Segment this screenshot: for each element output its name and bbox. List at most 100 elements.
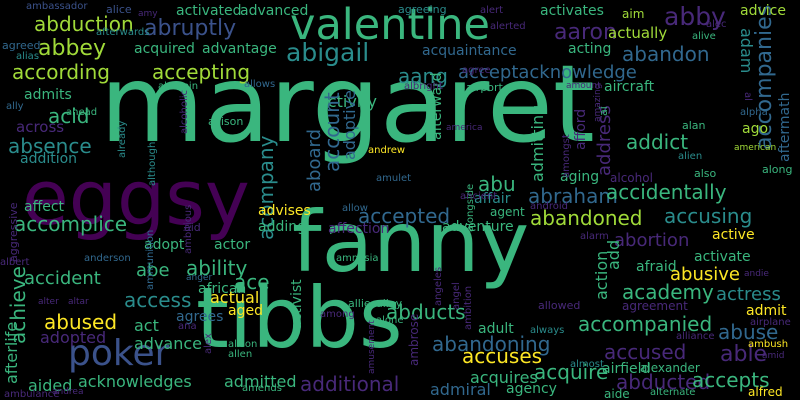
- word-afterlife: afterlife: [2, 321, 21, 384]
- word-abandon: abandon: [622, 42, 710, 66]
- word-amends: amends: [242, 383, 282, 394]
- word-amnesia: amnesia: [336, 253, 379, 264]
- word-aang: aang: [398, 64, 448, 88]
- word-aftermath: aftermath: [777, 92, 793, 162]
- word-accusing: accusing: [664, 204, 753, 228]
- word-alerted: alerted: [490, 21, 526, 32]
- word-addict: addict: [626, 130, 689, 154]
- word-acting: acting: [568, 41, 612, 57]
- word-actor: actor: [214, 237, 251, 253]
- word-adam: adam: [737, 28, 756, 74]
- word-along: along: [762, 163, 793, 176]
- word-admiral: admiral: [430, 380, 491, 399]
- word-alarm: alarm: [580, 231, 609, 242]
- word-aging: aging: [560, 169, 600, 185]
- word-afford: afford: [573, 108, 589, 150]
- word-alfred: alfred: [748, 385, 783, 399]
- word-acid: acid: [48, 104, 90, 128]
- word-activates: activates: [540, 3, 604, 19]
- word-abraham: abraham: [528, 184, 618, 208]
- word-actually: actually: [608, 24, 668, 42]
- word-valentine: valentine: [290, 0, 490, 50]
- word-abused: abused: [44, 310, 118, 334]
- word-advises: advises: [258, 203, 311, 219]
- word-alex: alex: [203, 333, 214, 354]
- word-america: america: [446, 123, 483, 133]
- word-andrew: andrew: [368, 145, 406, 156]
- word-already: already: [117, 120, 128, 158]
- word-affection: affection: [328, 221, 390, 237]
- word-alice: alice: [106, 3, 132, 16]
- word-ambassador: ambassador: [26, 1, 88, 12]
- word-advance: advance: [134, 334, 203, 353]
- word-adopted: adopted: [40, 328, 107, 347]
- word-abortion: abortion: [614, 230, 690, 251]
- word-account: account: [320, 92, 344, 172]
- word-additional: additional: [300, 372, 400, 396]
- word-abducts: abducts: [386, 300, 466, 324]
- word-add: add: [604, 239, 623, 270]
- word-acceptacknowledge: acceptacknowledge: [458, 62, 637, 83]
- word-actual: actual: [210, 288, 260, 307]
- word-allows: allows: [244, 79, 276, 90]
- word-amount: amount: [566, 81, 601, 91]
- word-amusement: amusement: [367, 320, 377, 374]
- word-act: act: [134, 316, 159, 335]
- word-affair: affair: [474, 191, 511, 207]
- word-abbey: abbey: [38, 36, 106, 61]
- word-albert: albert: [0, 257, 30, 268]
- word-acquire: acquire: [534, 360, 609, 384]
- word-ability: ability: [186, 256, 248, 280]
- word-margaret: margaret: [100, 43, 595, 167]
- word-almost: almost: [570, 359, 604, 370]
- word-aim: aim: [622, 7, 645, 21]
- word-allison: allison: [208, 115, 244, 128]
- word-allen: allen: [228, 349, 253, 360]
- word-across: across: [16, 118, 65, 136]
- word-admit: admit: [746, 303, 787, 319]
- word-acquaintance: acquaintance: [422, 43, 517, 59]
- word-agreeing: agreeing: [398, 3, 447, 16]
- word-poker: poker: [68, 333, 170, 374]
- word-adoptive: adoptive: [340, 90, 359, 160]
- word-allow: allow: [342, 203, 368, 214]
- word-abusive: abusive: [670, 264, 740, 285]
- word-african: african: [198, 281, 247, 297]
- word-advantage: advantage: [202, 41, 277, 57]
- word-accepted: accepted: [358, 204, 451, 228]
- word-acquired: acquired: [134, 41, 195, 57]
- word-abandoned: abandoned: [530, 206, 643, 230]
- word-alliance: alliance: [676, 331, 715, 342]
- word-amongst: amongst: [561, 134, 572, 178]
- word-alec: alec: [706, 19, 727, 30]
- word-agency: agency: [506, 381, 557, 397]
- word-adding: adding: [258, 219, 307, 235]
- word-accidentally: accidentally: [606, 180, 727, 204]
- word-activist: activist: [289, 279, 305, 330]
- word-abu: abu: [478, 172, 516, 196]
- word-anderson: anderson: [84, 253, 131, 264]
- word-abandoning: abandoning: [432, 332, 551, 356]
- word-amy: amy: [138, 9, 158, 19]
- word-agrees: agrees: [176, 309, 224, 325]
- word-alias: alias: [16, 51, 40, 62]
- word-al: al: [742, 92, 753, 101]
- word-alison: alison: [228, 339, 258, 350]
- word-ammunition: ammunition: [145, 229, 156, 290]
- word-ambush: ambush: [748, 339, 789, 350]
- word-allowed: allowed: [538, 299, 581, 312]
- word-aircraft: aircraft: [604, 79, 655, 95]
- word-active: active: [712, 227, 755, 243]
- word-also: also: [694, 167, 717, 180]
- word-ace: ace: [234, 270, 270, 294]
- word-academy: academy: [622, 280, 714, 304]
- word-accomplice: accomplice: [14, 212, 128, 236]
- word-actress: actress: [716, 284, 781, 305]
- word-accepts: accepts: [692, 368, 770, 392]
- word-andie: andie: [744, 269, 769, 279]
- word-agent: agent: [490, 205, 525, 219]
- word-afterwards: afterwards: [96, 27, 150, 38]
- word-among: among: [320, 309, 355, 320]
- word-abducted: abducted: [616, 370, 711, 394]
- word-aged: aged: [228, 303, 263, 319]
